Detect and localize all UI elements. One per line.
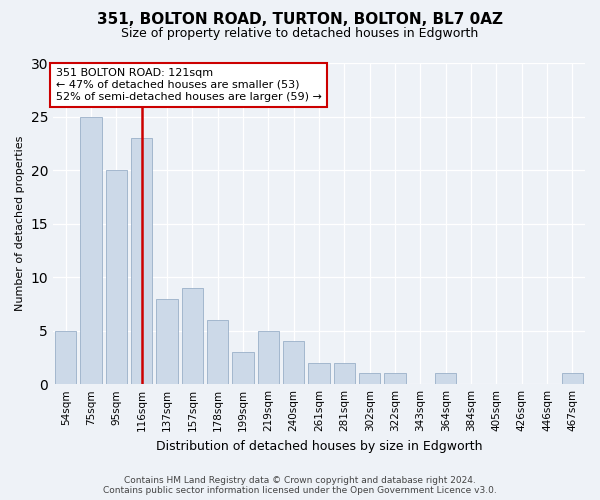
Bar [257,330,279,384]
Bar [283,342,304,384]
Bar [131,138,152,384]
Bar [182,288,203,384]
Bar [232,352,254,384]
Bar [562,374,583,384]
Bar [55,330,76,384]
Bar [334,363,355,384]
Bar [80,116,102,384]
Bar [435,374,457,384]
Text: 351, BOLTON ROAD, TURTON, BOLTON, BL7 0AZ: 351, BOLTON ROAD, TURTON, BOLTON, BL7 0A… [97,12,503,28]
Y-axis label: Number of detached properties: Number of detached properties [15,136,25,312]
X-axis label: Distribution of detached houses by size in Edgworth: Distribution of detached houses by size … [156,440,482,452]
Bar [384,374,406,384]
Text: Contains HM Land Registry data © Crown copyright and database right 2024.
Contai: Contains HM Land Registry data © Crown c… [103,476,497,495]
Bar [207,320,229,384]
Text: 351 BOLTON ROAD: 121sqm
← 47% of detached houses are smaller (53)
52% of semi-de: 351 BOLTON ROAD: 121sqm ← 47% of detache… [56,68,322,102]
Bar [308,363,330,384]
Bar [156,298,178,384]
Bar [359,374,380,384]
Text: Size of property relative to detached houses in Edgworth: Size of property relative to detached ho… [121,28,479,40]
Bar [106,170,127,384]
